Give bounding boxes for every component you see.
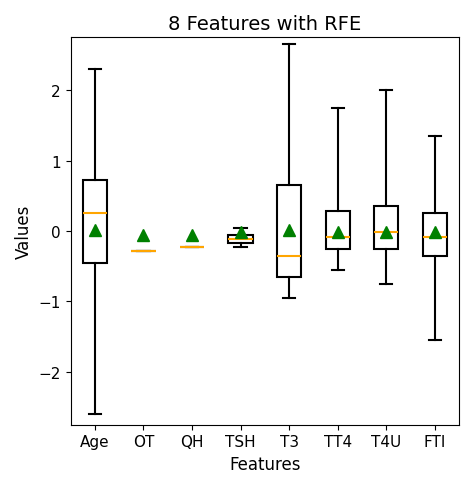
PathPatch shape	[423, 214, 447, 256]
PathPatch shape	[83, 181, 107, 263]
PathPatch shape	[277, 186, 301, 277]
PathPatch shape	[228, 235, 253, 244]
PathPatch shape	[374, 207, 398, 249]
Title: 8 Features with RFE: 8 Features with RFE	[168, 15, 362, 34]
Y-axis label: Values: Values	[15, 204, 33, 259]
X-axis label: Features: Features	[229, 455, 301, 473]
PathPatch shape	[326, 212, 350, 249]
